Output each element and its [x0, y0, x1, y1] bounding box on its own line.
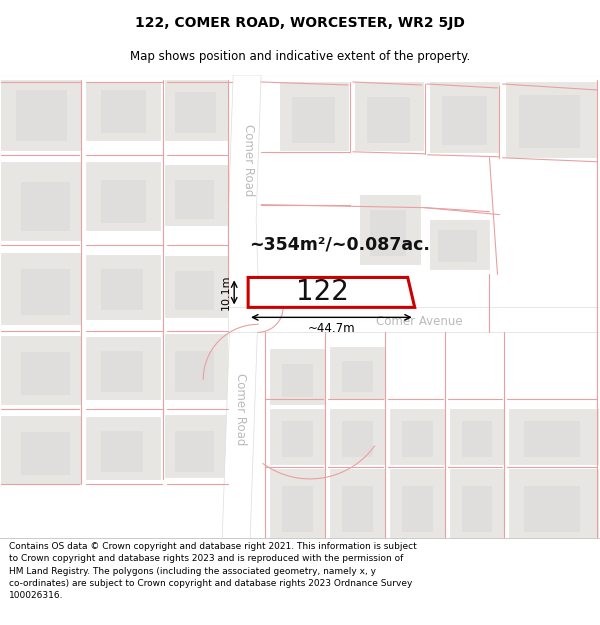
Bar — [280, 82, 348, 150]
Text: ~354m²/~0.087ac.: ~354m²/~0.087ac. — [250, 236, 430, 254]
Text: ~44.7m: ~44.7m — [308, 322, 355, 335]
Text: Comer Avenue: Comer Avenue — [376, 315, 463, 328]
Text: Contains OS data © Crown copyright and database right 2021. This information is : Contains OS data © Crown copyright and d… — [9, 542, 417, 600]
Bar — [86, 82, 160, 140]
Bar — [360, 194, 419, 264]
Bar — [330, 409, 385, 464]
Bar — [1, 162, 80, 239]
Bar — [330, 348, 385, 399]
Bar — [175, 92, 215, 132]
Bar — [524, 421, 579, 456]
Bar — [442, 96, 485, 144]
Bar — [101, 431, 142, 471]
Bar — [449, 469, 505, 539]
Bar — [101, 180, 145, 222]
Bar — [509, 409, 599, 464]
Bar — [342, 421, 372, 456]
Bar — [101, 90, 145, 132]
Bar — [175, 431, 213, 471]
Bar — [449, 409, 505, 464]
Bar — [270, 409, 325, 464]
Bar — [21, 269, 68, 314]
Bar — [282, 364, 312, 396]
Bar — [430, 82, 499, 152]
Bar — [21, 182, 68, 229]
Bar — [282, 421, 312, 456]
Bar — [370, 209, 405, 254]
Bar — [461, 486, 491, 531]
Bar — [330, 469, 385, 539]
Bar — [506, 82, 596, 157]
Text: 122, COMER ROAD, WORCESTER, WR2 5JD: 122, COMER ROAD, WORCESTER, WR2 5JD — [135, 16, 465, 29]
Polygon shape — [248, 278, 415, 308]
Text: 10.1m: 10.1m — [221, 274, 231, 310]
Bar — [101, 351, 142, 391]
Bar — [86, 417, 160, 479]
Bar — [166, 80, 227, 140]
Text: Comer Road: Comer Road — [233, 373, 247, 445]
Bar — [1, 416, 80, 484]
Bar — [342, 361, 372, 391]
Bar — [86, 162, 160, 229]
Bar — [21, 352, 68, 394]
Bar — [282, 486, 312, 531]
Bar — [367, 97, 409, 142]
Bar — [430, 219, 490, 269]
Bar — [166, 256, 227, 318]
Text: 122: 122 — [296, 278, 349, 306]
Polygon shape — [228, 308, 599, 332]
Bar — [342, 486, 372, 531]
Bar — [402, 421, 431, 456]
Bar — [166, 415, 227, 477]
Bar — [270, 349, 325, 404]
Bar — [509, 469, 599, 539]
Bar — [1, 336, 80, 404]
Bar — [86, 338, 160, 399]
Bar — [390, 469, 445, 539]
Bar — [16, 90, 65, 140]
Bar — [520, 95, 579, 147]
Bar — [166, 165, 227, 224]
Polygon shape — [222, 75, 261, 539]
Bar — [355, 82, 422, 150]
Text: Comer Road: Comer Road — [242, 124, 254, 196]
Bar — [1, 253, 80, 324]
Bar — [461, 421, 491, 456]
Text: Map shows position and indicative extent of the property.: Map shows position and indicative extent… — [130, 50, 470, 62]
Bar — [390, 409, 445, 464]
Bar — [524, 486, 579, 531]
Bar — [175, 351, 213, 391]
Bar — [101, 269, 142, 309]
Bar — [175, 180, 213, 218]
Bar — [166, 334, 227, 399]
Bar — [21, 432, 68, 474]
Bar — [292, 97, 334, 142]
Bar — [1, 80, 80, 150]
Bar — [86, 254, 160, 319]
Bar — [175, 271, 213, 309]
Bar — [437, 229, 476, 261]
Bar — [270, 469, 325, 539]
Bar — [402, 486, 431, 531]
